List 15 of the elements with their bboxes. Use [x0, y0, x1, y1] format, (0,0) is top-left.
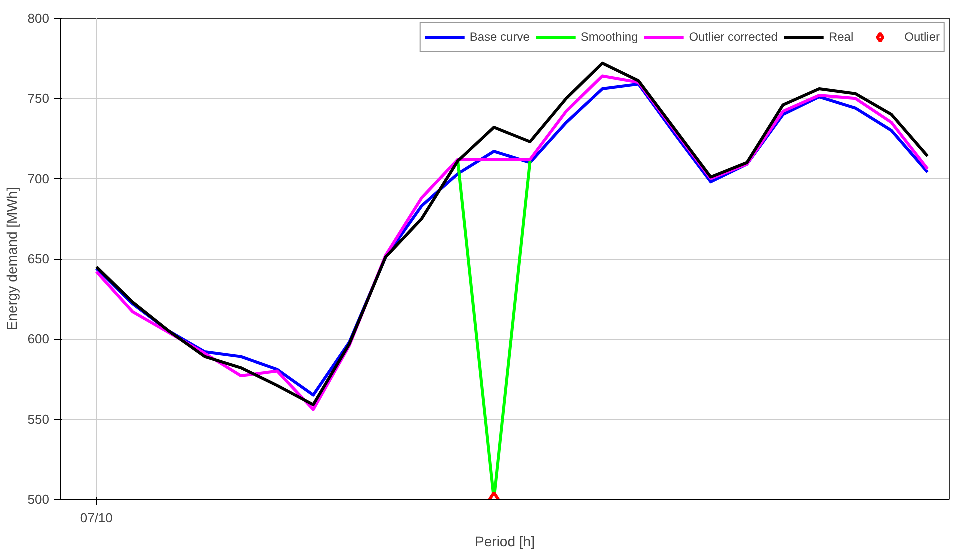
y-tick-label: 800 [28, 11, 50, 26]
legend-label: Real [828, 30, 854, 44]
legend-label: Base curve [470, 30, 530, 44]
legend-label: Outlier [904, 30, 940, 44]
legend-label: Outlier corrected [689, 30, 778, 44]
y-axis-title: Energy demand [MWh] [4, 187, 20, 331]
x-tick-label: 07/10 [80, 510, 113, 526]
y-tick-label: 500 [28, 492, 50, 507]
y-tick-label: 550 [28, 412, 50, 427]
y-tick-label: 600 [28, 332, 50, 347]
legend-label: Smoothing [580, 30, 638, 44]
y-tick-label: 700 [28, 171, 50, 186]
y-tick-label: 650 [28, 252, 50, 266]
x-axis-title: Period [h] [475, 534, 535, 550]
y-tick-label: 750 [28, 91, 50, 106]
